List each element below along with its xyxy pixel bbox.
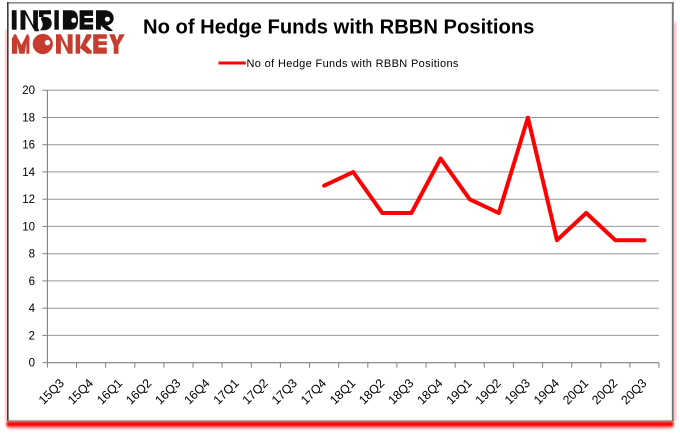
svg-text:8: 8 xyxy=(29,249,35,261)
svg-text:No of Hedge Funds with RBBN Po: No of Hedge Funds with RBBN Positions xyxy=(143,17,534,39)
svg-text:18: 18 xyxy=(22,112,35,124)
svg-text:14: 14 xyxy=(22,167,35,179)
svg-text:16: 16 xyxy=(22,140,35,152)
svg-text:12: 12 xyxy=(22,194,35,206)
svg-text:0: 0 xyxy=(29,358,35,370)
svg-text:10: 10 xyxy=(22,221,35,233)
svg-text:6: 6 xyxy=(29,276,35,288)
svg-text:No of Hedge Funds with RBBN Po: No of Hedge Funds with RBBN Positions xyxy=(247,58,459,70)
svg-text:4: 4 xyxy=(29,303,36,315)
svg-text:2: 2 xyxy=(29,330,35,342)
svg-text:20: 20 xyxy=(22,85,35,97)
